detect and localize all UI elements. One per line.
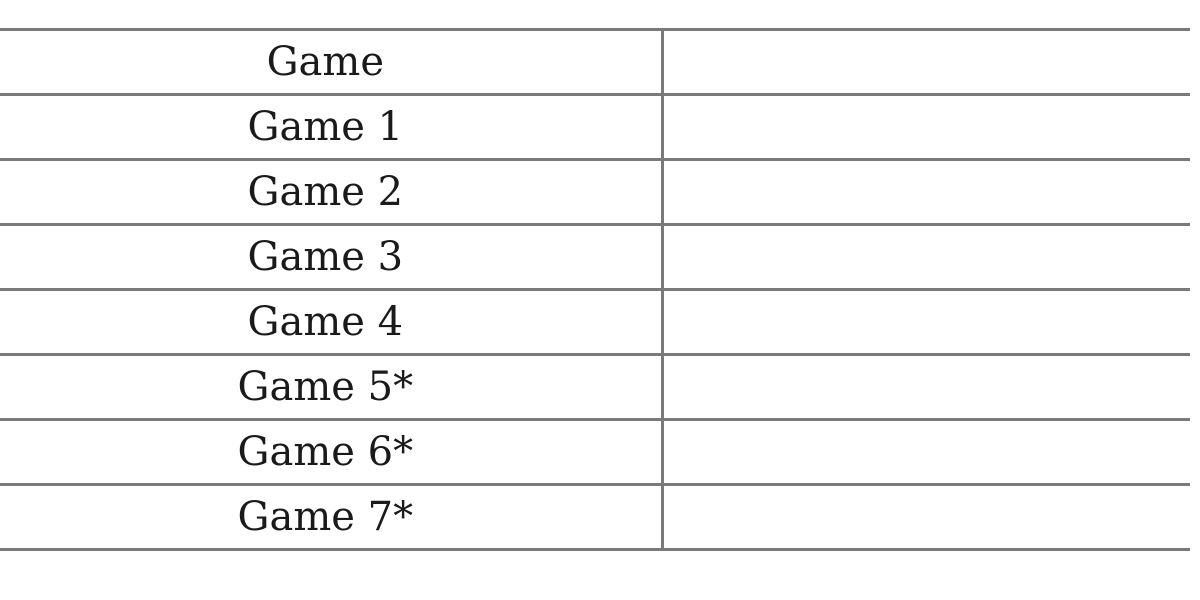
table-row: Game 6*: [0, 418, 1190, 486]
value-cell: [660, 158, 1190, 226]
value-cell: [660, 288, 1190, 356]
game-name-cell: Game 6*: [0, 418, 664, 486]
value-cell: [660, 418, 1190, 486]
value-cell: [660, 353, 1190, 421]
game-name-cell: Game 5*: [0, 353, 664, 421]
game-name-cell: Game 7*: [0, 483, 664, 551]
table-row: Game 7*: [0, 483, 1190, 551]
column-header-2: [660, 28, 1190, 96]
game-name-cell: Game 1: [0, 93, 664, 161]
table-row: Game 1: [0, 93, 1190, 161]
table-row: Game 2: [0, 158, 1190, 226]
value-cell: [660, 483, 1190, 551]
games-table: Game Game 1 Game 2 Game 3 Game 4 Game 5* Game…: [0, 28, 1190, 551]
value-cell: [660, 223, 1190, 291]
table-row: Game 3: [0, 223, 1190, 291]
column-header-game: Game: [0, 28, 664, 96]
game-name-cell: Game 3: [0, 223, 664, 291]
table-header-row: Game: [0, 28, 1190, 96]
game-name-cell: Game 2: [0, 158, 664, 226]
table-row: Game 4: [0, 288, 1190, 356]
table-row: Game 5*: [0, 353, 1190, 421]
value-cell: [660, 93, 1190, 161]
game-name-cell: Game 4: [0, 288, 664, 356]
